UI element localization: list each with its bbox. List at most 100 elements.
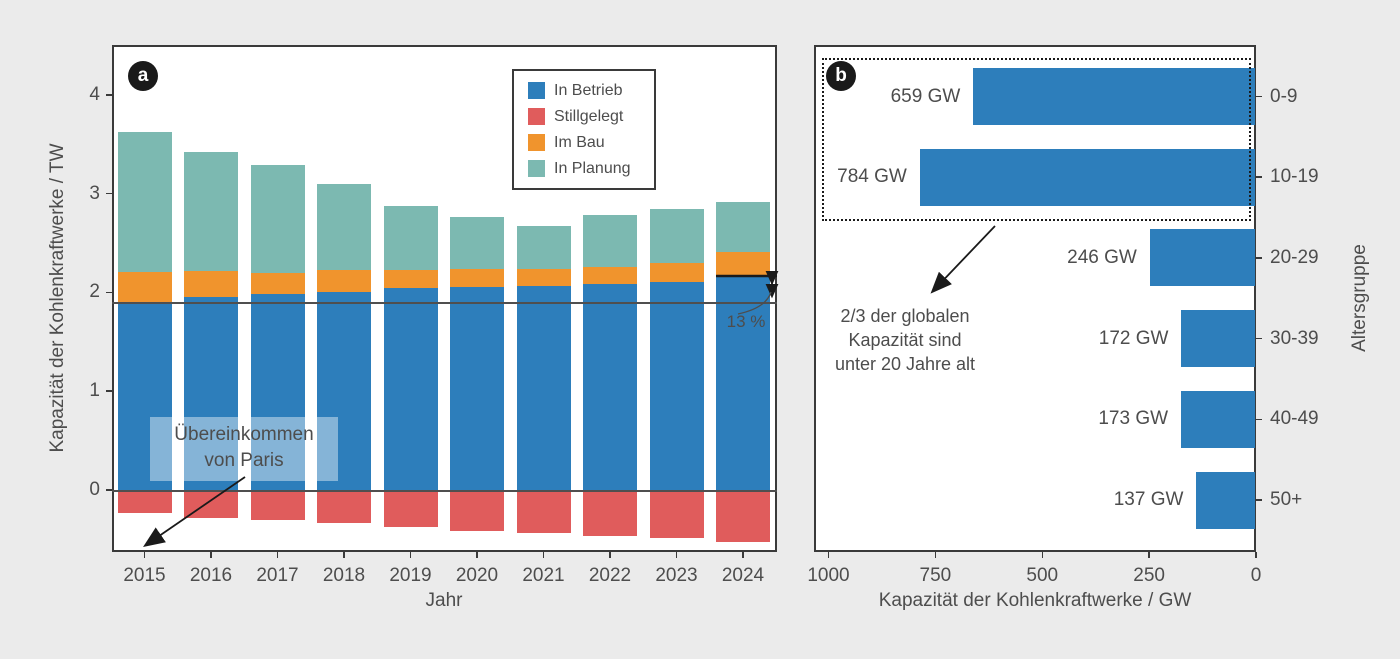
age-annotation-line2: Kapazität sind [848,330,962,350]
bar-value-label-0-9: 659 GW [890,85,961,107]
x-tick-2018 [343,552,345,558]
b-x-tick-250 [1148,552,1150,558]
age-annotation-line3: unter 20 Jahre alt [834,354,976,374]
bar-age-20-29 [1149,229,1255,287]
y-tick-label-0: 0 [89,479,100,500]
age-tick-label-0-9: 0-9 [1270,85,1298,107]
x-tick-label-2022: 2022 [588,565,632,586]
bar-stillgelegt-2019 [383,490,438,527]
x-tick-2017 [276,552,279,558]
legend-label: Stillgelegt [554,107,624,125]
bar-stillgelegt-2022 [583,490,637,537]
bar-in-planung-2024 [716,202,770,252]
bar-in-planung-2021 [516,226,571,269]
bar-im-bau-2024 [716,251,770,277]
legend-label: In Planung [554,159,631,177]
bar-in-betrieb-2016 [184,297,238,490]
age-tick-30-39 [1256,337,1262,340]
zero-line [112,490,777,492]
b-x-tick-label-0: 0 [1250,565,1262,586]
age-tick-label-50+: 50+ [1270,489,1303,510]
age-annotation-line1: 2/3 der globalen [840,306,970,326]
bar-age-10-19 [919,148,1255,206]
bar-stillgelegt-2020 [450,490,504,532]
x-tick-label-2017: 2017 [256,565,299,586]
b-x-tick-label-1000: 1000 [807,565,850,586]
legend-item-im-bau: Im Bau [528,134,654,152]
bar-im-bau-2020 [450,268,504,288]
bar-age-40-49 [1181,390,1255,448]
legend-item-in-planung: In Planung [528,160,654,178]
age-tick-20-29 [1256,257,1262,259]
legend-item-in-betrieb: In Betrieb [528,82,654,100]
legend-swatch [528,82,545,99]
bar-in-betrieb-2020 [450,287,504,490]
b-x-tick-label-500: 500 [1026,565,1059,586]
x-tick-label-2020: 2020 [455,565,499,586]
paris-annotation-badge [150,417,338,481]
bar-im-bau-2015 [117,271,172,303]
y-tick-3 [106,192,112,195]
age-tick-40-49 [1256,418,1262,421]
bar-age-50+ [1196,471,1255,529]
x-tick-2020 [476,552,478,558]
bar-im-bau-2017 [250,272,305,295]
y-tick-2 [106,291,112,294]
age-tick-label-40-49: 40-49 [1270,408,1319,430]
bar-in-planung-2020 [450,217,504,269]
panel-b-ylabel: Altersgruppe [1349,244,1370,352]
legend: In Betrieb Stillgelegt Im Bau In Planung [512,69,656,190]
panel-a-xlabel: Jahr [425,590,463,611]
panel-a-letter: a [128,61,158,91]
panel-b-letter: b [826,61,856,91]
bar-in-planung-2018 [317,183,371,270]
bar-stillgelegt-2023 [649,490,704,539]
x-tick-label-2016: 2016 [189,565,233,586]
bar-im-bau-2022 [583,266,637,285]
bar-im-bau-2019 [383,269,438,289]
bar-in-planung-2023 [649,209,704,263]
bar-in-betrieb-2019 [383,288,438,490]
bar-stillgelegt-2021 [516,490,571,534]
legend-label: In Betrieb [554,81,623,99]
y-tick-4 [106,94,112,96]
bar-stillgelegt-2024 [716,490,770,543]
b-x-tick-label-750: 750 [919,565,952,586]
paris-annotation-line1: Übereinkommen [174,424,314,445]
bar-stillgelegt-2015 [117,490,172,513]
bar-value-label-50+: 137 GW [1113,489,1184,510]
x-tick-2023 [675,552,678,558]
bar-value-label-30-39: 172 GW [1098,327,1169,349]
panel-b-xlabel: Kapazität der Kohlenkraftwerke / GW [878,590,1192,611]
bar-in-planung-2015 [117,132,172,272]
x-tick-label-2024: 2024 [721,565,765,586]
b-x-tick-1000 [827,552,830,558]
legend-label: Im Bau [554,133,605,151]
x-tick-label-2019: 2019 [389,565,432,586]
paris-annotation-line2: von Paris [204,450,284,471]
bar-in-betrieb-2018 [317,292,371,490]
bar-stillgelegt-2016 [184,490,238,518]
legend-swatch [528,108,545,125]
panel-a-ylabel: Kapazität der Kohlenkraftwerke / TW [47,143,68,453]
x-tick-2016 [210,552,212,558]
bar-im-bau-2016 [184,270,238,298]
b-x-tick-0 [1255,552,1257,558]
x-tick-label-2018: 2018 [322,565,366,586]
bar-in-betrieb-2015 [117,302,172,490]
x-tick-2024 [742,552,744,558]
x-tick-label-2023: 2023 [655,565,698,586]
reference-line-2015-level [112,302,777,304]
bar-value-label-20-29: 246 GW [1067,246,1137,268]
x-tick-2019 [409,552,412,558]
young-capacity-highlight-box [822,58,1251,221]
y-tick-1 [106,390,112,392]
x-tick-2015 [143,552,146,558]
legend-item-stillgelegt: Stillgelegt [528,108,654,126]
age-tick-label-10-19: 10-19 [1270,166,1319,188]
x-tick-2021 [542,552,545,558]
bar-value-label-10-19: 784 GW [837,166,907,188]
panel-b-axes [814,45,1256,552]
bar-im-bau-2023 [649,262,704,282]
x-tick-label-2021: 2021 [522,565,565,586]
